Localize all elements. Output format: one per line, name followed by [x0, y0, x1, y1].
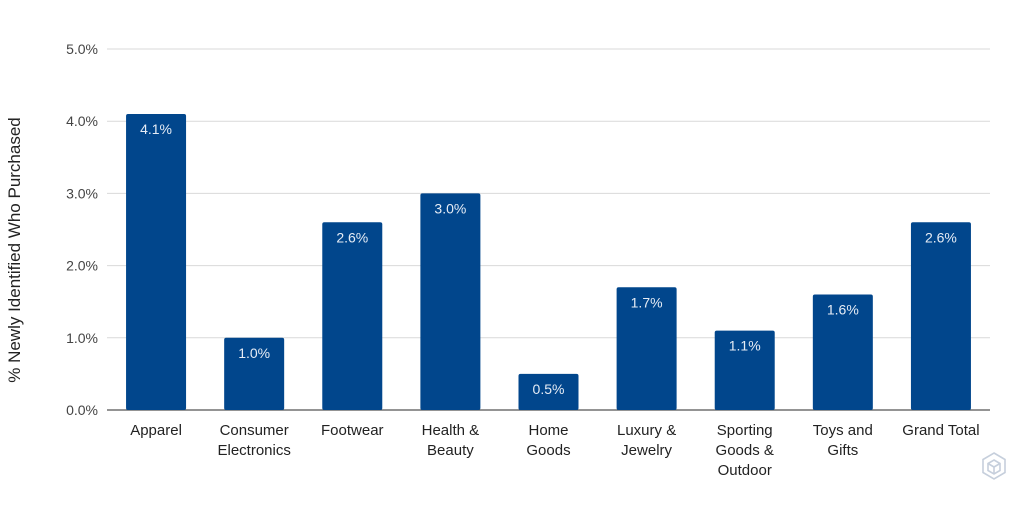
bar — [714, 330, 775, 410]
data-label: 1.0% — [238, 345, 270, 361]
y-tick-label: 0.0% — [66, 402, 98, 418]
data-label: 1.1% — [729, 338, 761, 354]
bar — [322, 222, 383, 410]
y-tick-label: 1.0% — [66, 330, 98, 346]
x-tick-label: Beauty — [427, 442, 474, 459]
x-tick-label: Goods — [526, 442, 570, 459]
x-tick-label: Consumer — [220, 422, 289, 439]
bar — [420, 193, 481, 410]
x-tick-label: Footwear — [321, 422, 384, 439]
x-tick-label: Grand Total — [902, 422, 979, 439]
y-tick-label: 2.0% — [66, 258, 98, 274]
x-tick-label: Goods & — [716, 442, 774, 459]
bar — [616, 287, 677, 410]
x-tick-label: Sporting — [717, 422, 773, 439]
data-label: 2.6% — [336, 229, 368, 245]
x-tick-label: Home — [528, 422, 568, 439]
bar — [910, 222, 971, 410]
y-tick-label: 5.0% — [66, 41, 98, 57]
x-tick-label: Toys and — [813, 422, 873, 439]
y-axis-label: % Newly Identified Who Purchased — [5, 117, 24, 383]
data-label: 3.0% — [434, 200, 466, 216]
x-tick-label: Apparel — [130, 422, 182, 439]
x-tick-label: Health & — [422, 422, 480, 439]
data-label: 4.1% — [140, 121, 172, 137]
y-axis-ticks: 0.0% 1.0% 2.0% 3.0% 4.0% 5.0% — [66, 41, 98, 418]
x-tick-label: Outdoor — [718, 462, 772, 479]
y-tick-label: 3.0% — [66, 185, 98, 201]
cube-logo-icon — [982, 452, 1006, 480]
x-tick-label: Electronics — [217, 442, 290, 459]
x-tick-label: Jewelry — [621, 442, 672, 459]
bar — [224, 337, 285, 410]
data-label: 2.6% — [925, 229, 957, 245]
data-label: 1.6% — [827, 301, 859, 317]
y-tick-label: 4.0% — [66, 113, 98, 129]
bars: 4.1% 1.0% 2.6% 3.0% 0.5% 1.7% 1.1% 1.6% 2.6% — [126, 113, 971, 410]
x-axis-ticks: Apparel Consumer Electronics Footwear Health… — [130, 422, 979, 479]
bar — [812, 294, 873, 410]
bar — [518, 373, 579, 410]
bar — [126, 113, 187, 410]
x-tick-label: Gifts — [827, 442, 858, 459]
data-label: 1.7% — [631, 294, 663, 310]
x-tick-label: Luxury & — [617, 422, 676, 439]
data-label: 0.5% — [533, 381, 565, 397]
